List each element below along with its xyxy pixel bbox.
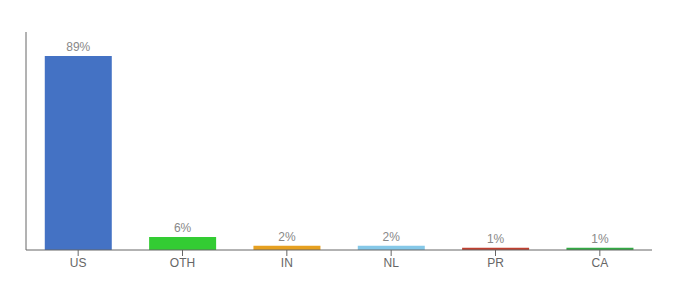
svg-text:1%: 1% [591, 232, 609, 246]
svg-text:89%: 89% [66, 40, 90, 54]
svg-text:2%: 2% [278, 230, 296, 244]
svg-text:IN: IN [281, 256, 293, 270]
svg-text:PR: PR [487, 256, 504, 270]
svg-text:6%: 6% [174, 221, 192, 235]
svg-text:CA: CA [591, 256, 608, 270]
svg-text:1%: 1% [487, 232, 505, 246]
svg-text:NL: NL [383, 256, 399, 270]
svg-text:OTH: OTH [170, 256, 195, 270]
svg-text:US: US [70, 256, 87, 270]
svg-text:2%: 2% [383, 230, 401, 244]
